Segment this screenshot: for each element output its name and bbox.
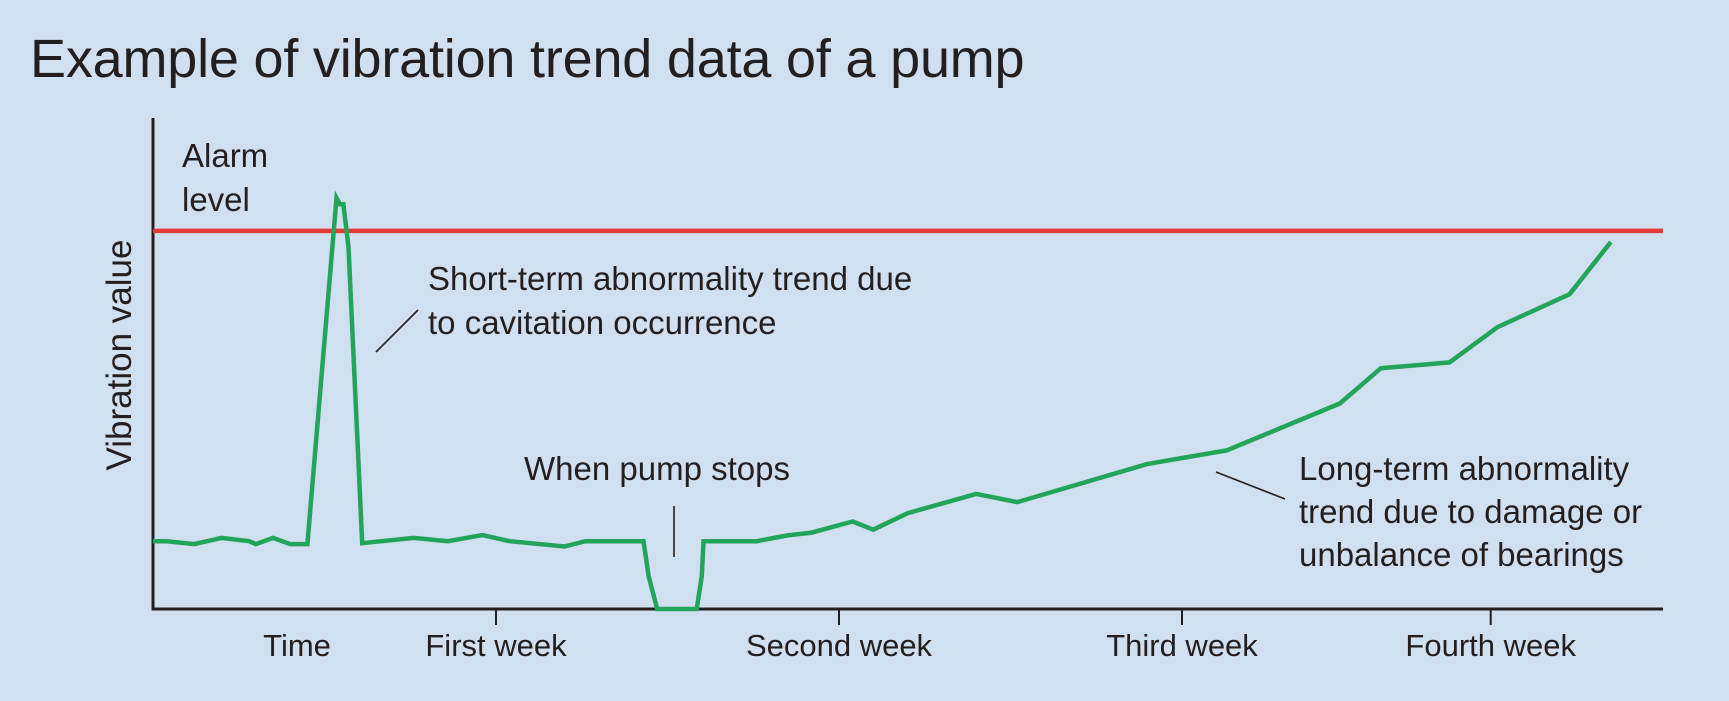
annotation-long-term: Long-term abnormality trend due to damag… [1215, 450, 1642, 573]
annotation-short-term: Short-term abnormality trend due to cavi… [375, 260, 912, 353]
annotation-long-term-line-1: Long-term abnormality [1299, 450, 1630, 487]
svg-text:level: level [182, 181, 250, 218]
x-tick-label: Fourth week [1405, 628, 1576, 663]
x-ticks: Time First week Second week Third week Fourt… [263, 609, 1576, 663]
alarm-label-line-2: level [182, 181, 250, 218]
svg-text:Alarm: Alarm [182, 137, 268, 174]
annotation-short-term-leader [375, 309, 419, 353]
vibration-trend-line [153, 190, 1613, 612]
annotation-long-term-line-3: unbalance of bearings [1299, 536, 1624, 573]
chart-title: Example of vibration trend data of a pum… [30, 29, 1025, 89]
x-tick-label: Time [263, 628, 331, 663]
alarm-level: Alarm level [153, 137, 1663, 234]
alarm-label-line-1: Alarm [182, 137, 268, 174]
x-tick-label: First week [425, 628, 567, 663]
x-tick-label: Third week [1106, 628, 1258, 663]
annotation-long-term-line-2: trend due to damage or [1299, 493, 1642, 530]
annotation-pump-stop: When pump stops [524, 450, 790, 557]
annotation-short-term-line-1: Short-term abnormality trend due [428, 260, 912, 297]
axes [151, 118, 1663, 611]
y-axis-label: Vibration value [100, 240, 139, 471]
x-tick-label: Second week [746, 628, 933, 663]
annotation-pump-stop-text: When pump stops [524, 450, 790, 487]
annotation-short-term-line-2: to cavitation occurrence [428, 304, 777, 341]
annotation-long-term-leader [1215, 471, 1286, 500]
